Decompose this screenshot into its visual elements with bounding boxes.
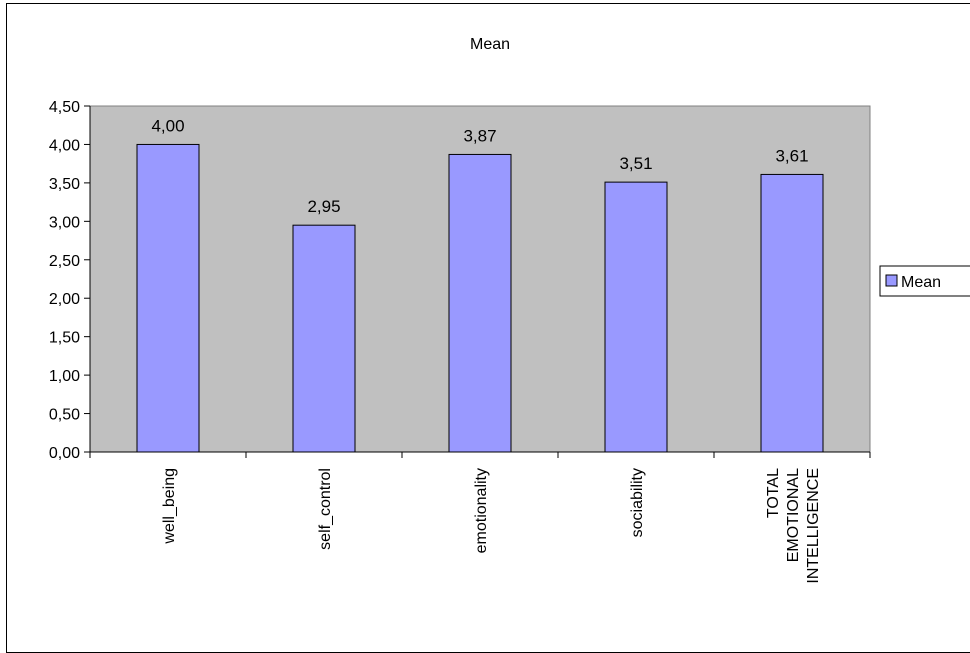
bar-sociability [604,181,668,453]
data-label: 3,51 [619,154,652,173]
legend-swatch [885,274,898,287]
bar-self-control [292,224,356,453]
x-category-label-line: self_control [317,468,334,550]
data-label: 4,00 [151,116,184,135]
chart-title: Mean [470,36,510,53]
x-category-label: TOTAL EMOTIONAL INTELLIGENCE [765,468,822,584]
y-tick-label: 2,50 [49,253,80,270]
y-tick-label: 3,00 [49,214,80,231]
y-tick-label: 0,50 [49,407,80,424]
x-category-label: emotionality [473,468,490,553]
x-category-label-line: INTELLIGENCE [805,468,822,584]
x-category-label: sociability [629,468,646,537]
x-category-label-line: sociability [629,468,646,537]
y-tick-label: 2,00 [49,291,80,308]
data-label: 2,95 [307,197,340,216]
x-category-label-line: TOTAL [765,468,782,518]
y-tick-label: 4,50 [49,99,80,116]
y-tick-label: 0,00 [49,445,80,462]
x-category-label: well_being [161,468,178,545]
data-label: 3,87 [463,126,496,145]
y-tick-label: 1,00 [49,368,80,385]
data-label: 3,61 [775,146,808,165]
x-category-label: self_control [317,468,334,550]
legend-label: Mean [901,274,941,291]
y-tick-label: 4,00 [49,137,80,154]
y-tick-label: 3,50 [49,176,80,193]
bar-total-emotional-intelligence [760,173,824,453]
x-category-label-line: emotionality [473,468,490,553]
bar-well-being [136,143,200,453]
y-tick-label: 1,50 [49,330,80,347]
x-category-label-line: EMOTIONAL [785,468,802,562]
x-category-label-line: well_being [161,468,178,545]
bar-emotionality [448,153,512,453]
